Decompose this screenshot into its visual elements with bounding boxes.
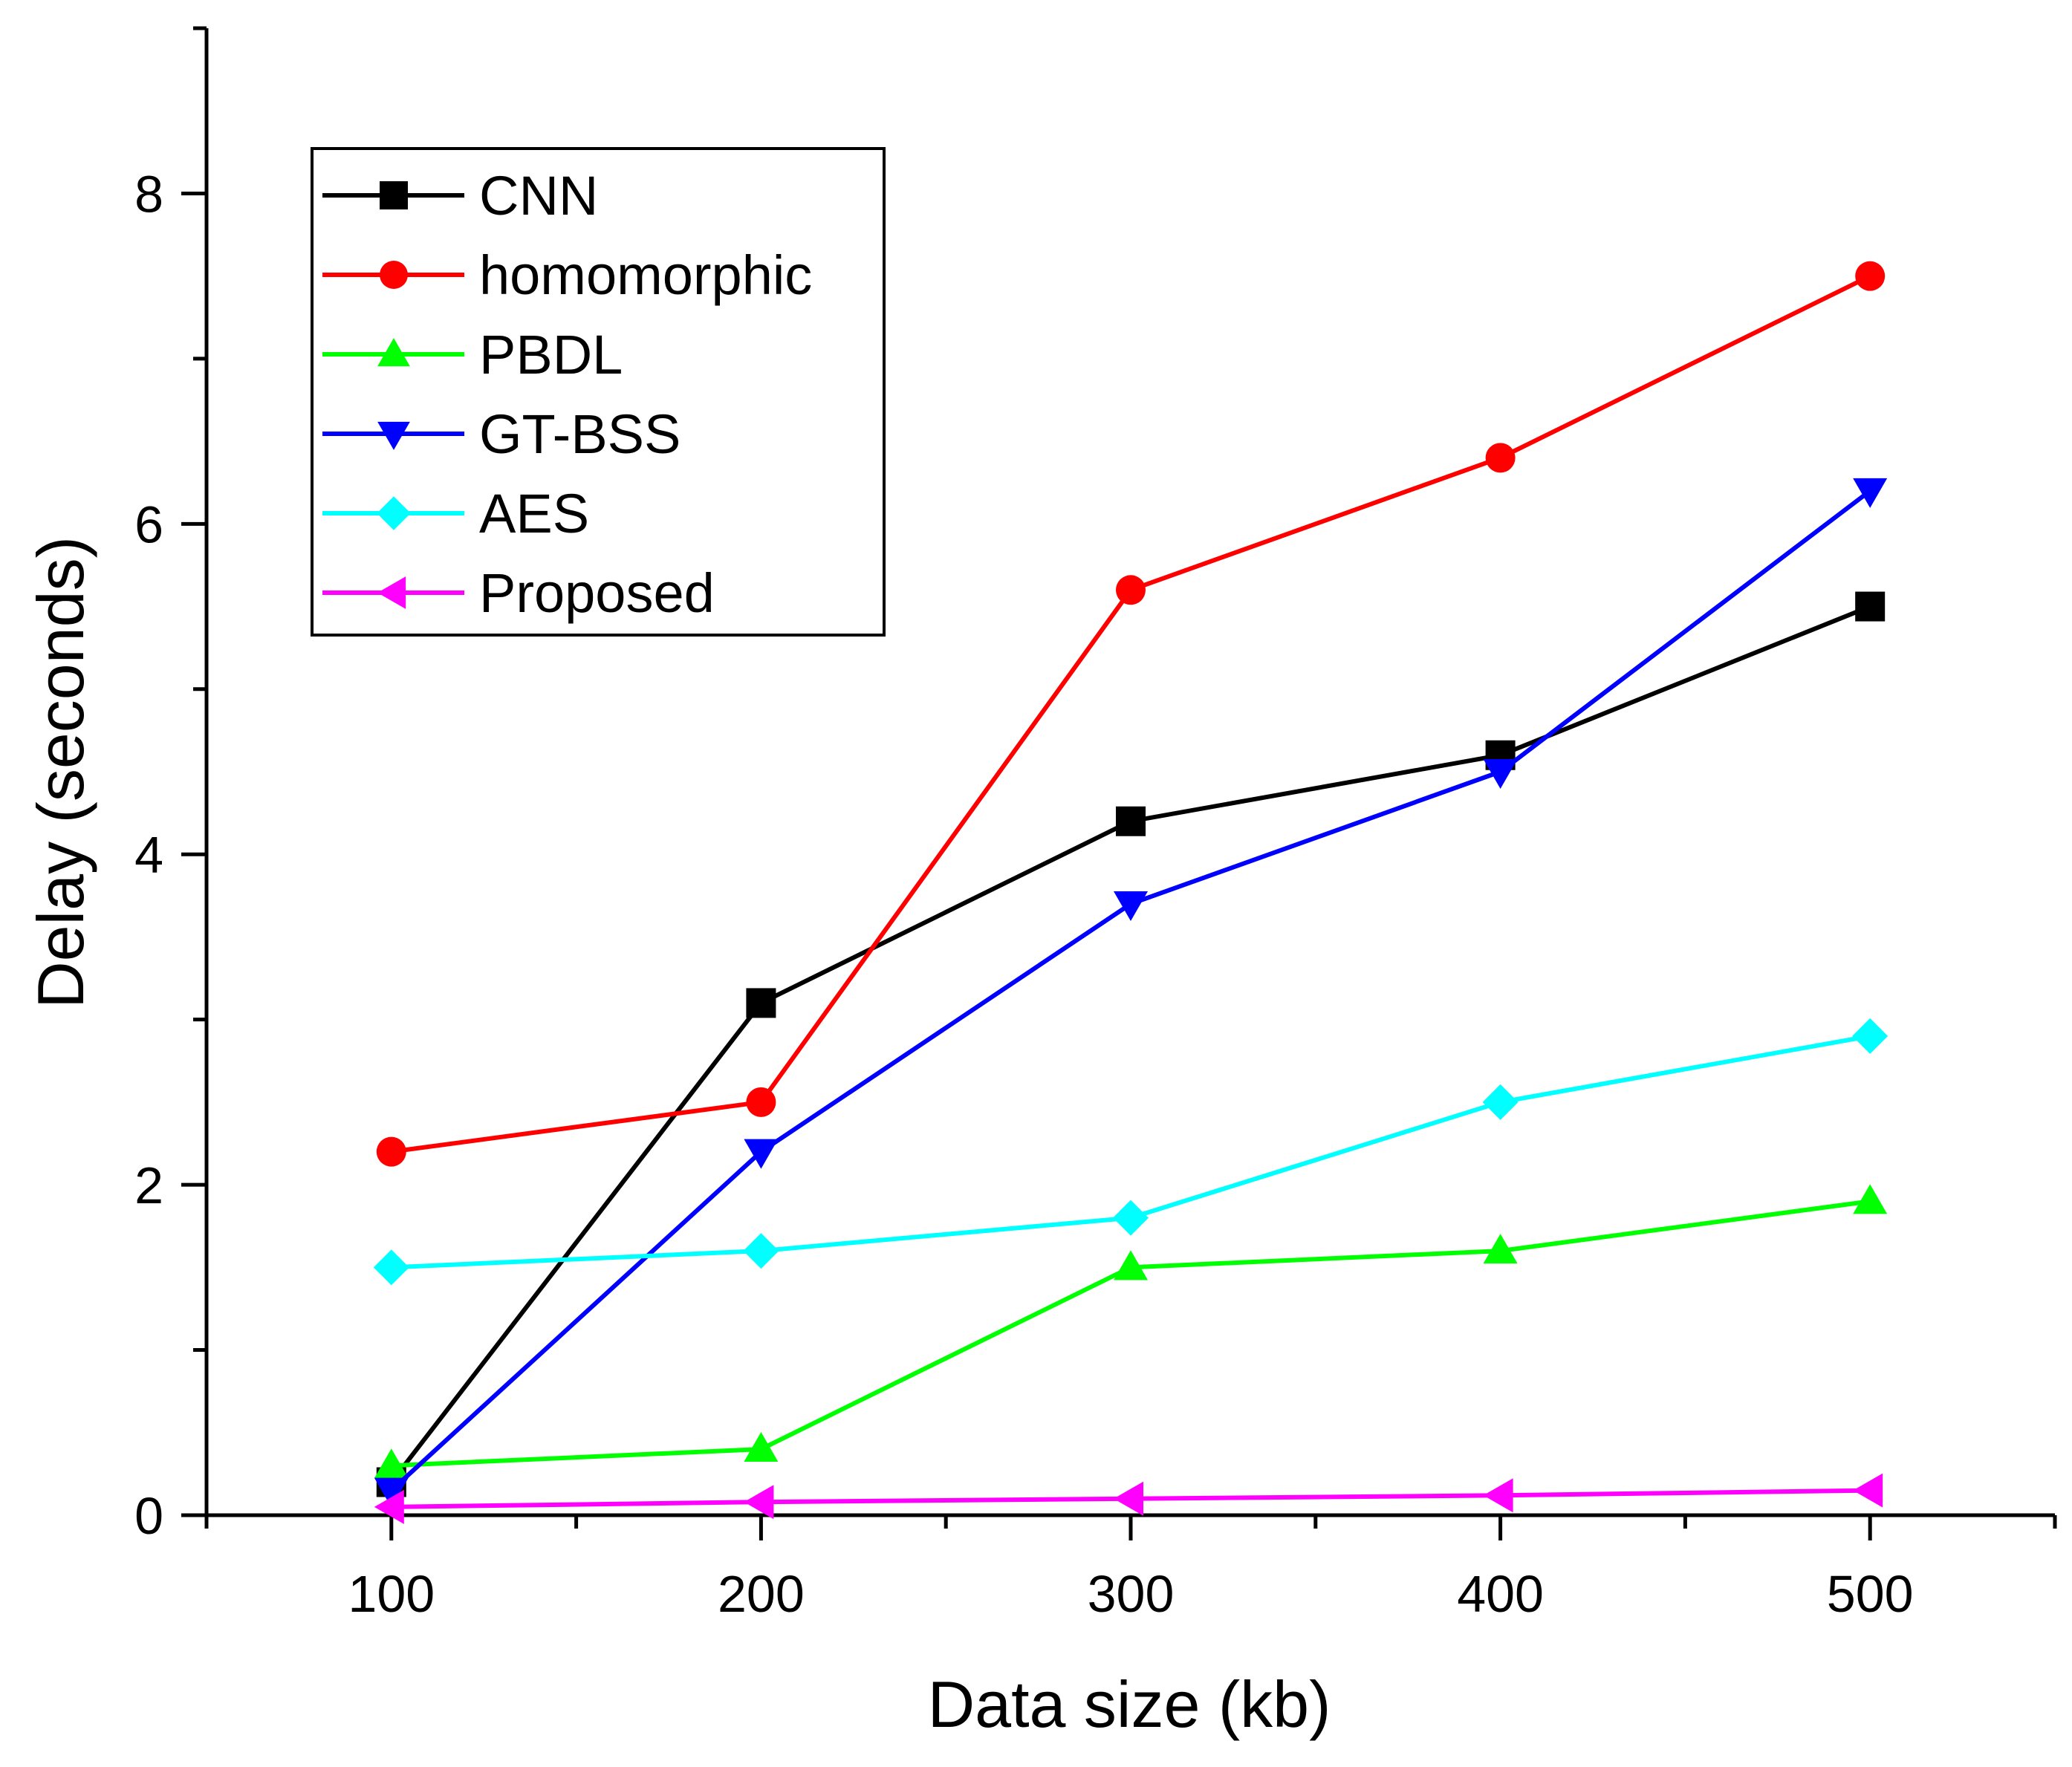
series-cnn xyxy=(376,591,1886,1497)
legend-item-aes: AES xyxy=(322,483,589,544)
legend-label-proposed: Proposed xyxy=(479,562,715,624)
series-line-pbdl xyxy=(391,1199,1871,1468)
data-point-gt-bss xyxy=(374,1477,409,1508)
x-tick-label: 400 xyxy=(1457,1565,1544,1623)
legend-marker-proposed xyxy=(377,576,406,609)
data-point-proposed xyxy=(1483,1478,1513,1513)
data-point-pbdl xyxy=(744,1432,779,1462)
legend-marker-aes xyxy=(377,496,411,530)
data-point-homomorphic xyxy=(1485,443,1516,473)
series-line-cnn xyxy=(389,604,1871,1484)
legend-label-gt-bss: GT-BSS xyxy=(479,403,681,465)
series-layer xyxy=(373,261,1888,1524)
data-point-homomorphic xyxy=(746,1087,776,1117)
data-point-pbdl xyxy=(1114,1250,1148,1280)
data-point-proposed xyxy=(1853,1473,1883,1508)
legend-item-gt-bss: GT-BSS xyxy=(322,403,681,465)
legend-box xyxy=(311,147,886,637)
x-axis-title: Data size (kb) xyxy=(928,1667,1331,1741)
data-point-proposed xyxy=(1114,1481,1143,1516)
data-point-cnn xyxy=(1116,806,1146,836)
data-point-proposed xyxy=(374,1489,404,1524)
legend-label-aes: AES xyxy=(479,483,589,544)
legend-label-homomorphic: homomorphic xyxy=(479,244,812,306)
data-point-aes xyxy=(1113,1200,1149,1236)
data-point-homomorphic xyxy=(1116,575,1146,605)
data-point-proposed xyxy=(744,1485,774,1520)
data-point-aes xyxy=(743,1233,779,1269)
data-point-gt-bss xyxy=(1853,478,1888,508)
data-point-aes xyxy=(1482,1084,1519,1120)
data-point-cnn xyxy=(746,988,776,1018)
data-point-pbdl xyxy=(1483,1234,1518,1264)
y-tick-label: 4 xyxy=(134,826,163,884)
legend-marker-homomorphic xyxy=(380,261,408,289)
y-tick-label: 8 xyxy=(134,165,163,223)
y-tick-label: 0 xyxy=(134,1487,163,1545)
data-point-homomorphic xyxy=(1855,261,1886,291)
data-point-homomorphic xyxy=(376,1136,406,1167)
legend-label-pbdl: PBDL xyxy=(479,324,623,385)
legend-item-homomorphic: homomorphic xyxy=(322,244,812,306)
x-tick-label: 300 xyxy=(1088,1565,1175,1623)
axes: 100 200 300 400 500 0 2 4 6 8 xyxy=(134,26,2057,1623)
series-aes xyxy=(373,1018,1888,1286)
data-point-gt-bss xyxy=(744,1139,779,1169)
series-line-gt-bss xyxy=(389,489,1872,1492)
data-point-gt-bss xyxy=(1114,891,1148,921)
legend: CNN homomorphic PBDL GT-BSS AES Proposed xyxy=(311,147,886,637)
series-proposed xyxy=(374,1473,1883,1524)
data-point-gt-bss xyxy=(1483,759,1518,789)
legend-marker-gt-bss xyxy=(377,421,410,450)
legend-marker-cnn xyxy=(380,181,408,209)
data-point-aes xyxy=(373,1249,409,1286)
y-tick-label: 6 xyxy=(134,495,163,553)
legend-item-cnn: CNN xyxy=(322,165,598,227)
x-tick-label: 500 xyxy=(1827,1565,1914,1623)
x-tick-label: 200 xyxy=(718,1565,805,1623)
legend-item-pbdl: PBDL xyxy=(322,324,623,385)
legend-label-cnn: CNN xyxy=(479,165,598,227)
y-axis-title: Delay (seconds) xyxy=(24,536,97,1009)
data-point-aes xyxy=(1852,1018,1888,1054)
data-point-pbdl xyxy=(374,1448,409,1479)
series-gt-bss xyxy=(374,478,1888,1508)
data-point-pbdl xyxy=(1853,1184,1888,1214)
legend-marker-pbdl xyxy=(377,338,410,367)
data-point-cnn xyxy=(1855,591,1886,622)
series-pbdl xyxy=(374,1184,1888,1479)
y-tick-label: 2 xyxy=(134,1156,163,1214)
series-homomorphic xyxy=(376,261,1886,1167)
x-tick-label: 100 xyxy=(348,1565,435,1623)
legend-item-proposed: Proposed xyxy=(322,562,715,624)
